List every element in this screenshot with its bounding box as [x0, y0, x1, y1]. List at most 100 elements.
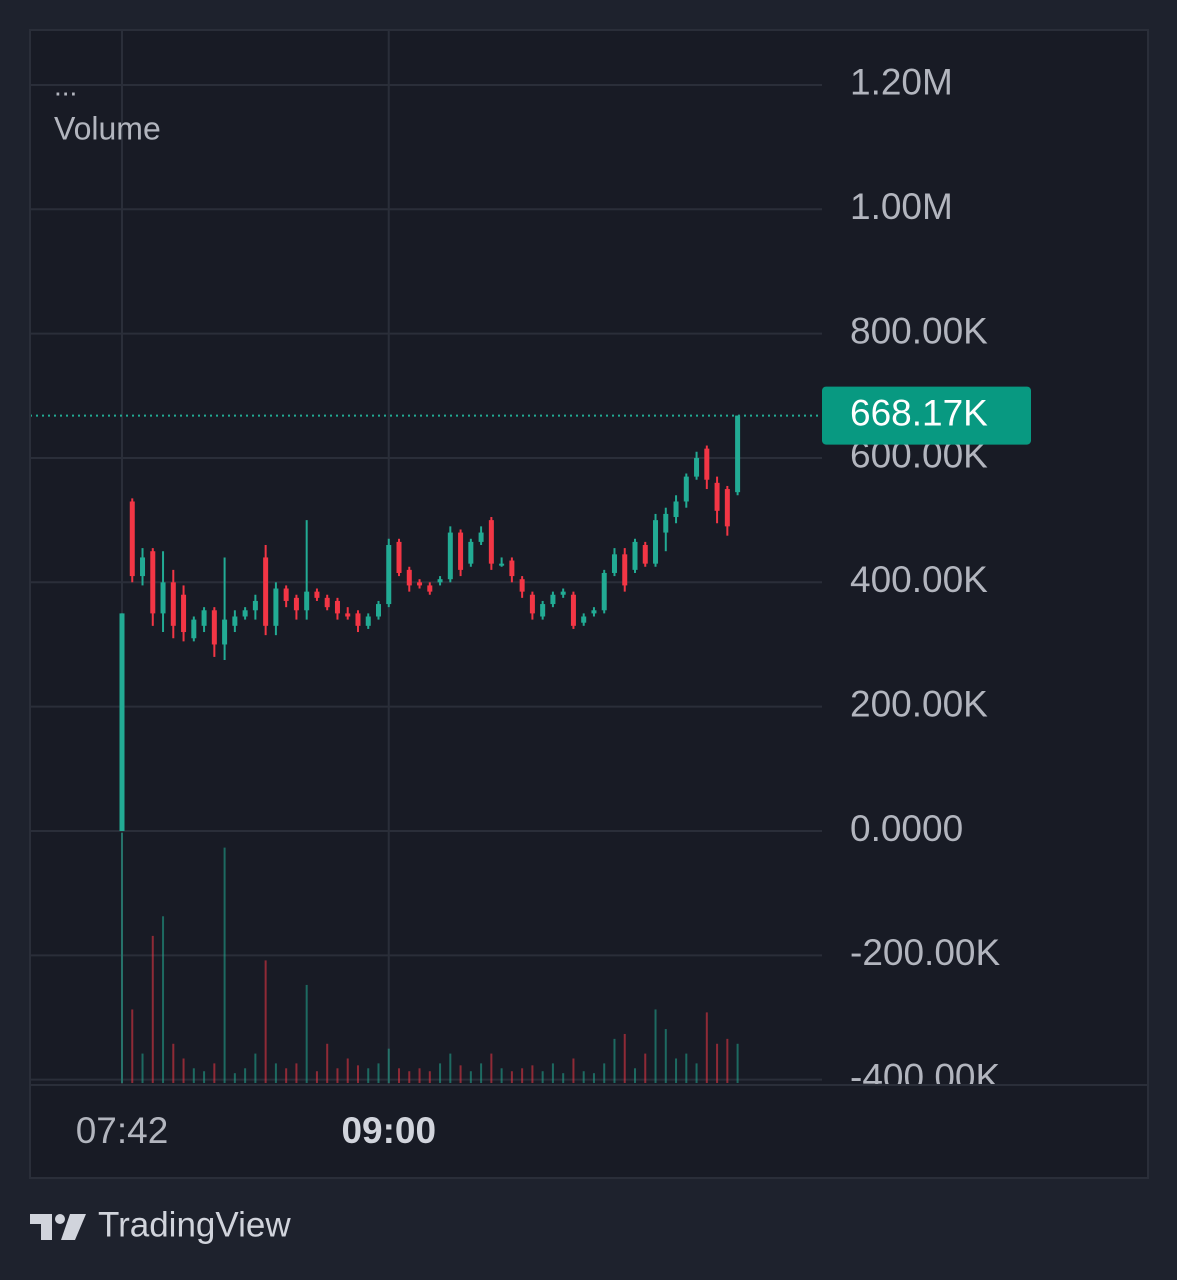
candle-body [427, 585, 433, 592]
volume-bar [408, 1071, 411, 1083]
candle-body [314, 591, 320, 598]
volume-bar [336, 1068, 339, 1083]
candle-body [201, 610, 207, 626]
plot-layer [31, 414, 822, 1083]
candle-body [735, 415, 741, 493]
volume-bar [172, 1043, 175, 1083]
candle-body [191, 619, 197, 639]
volume-bar [562, 1073, 565, 1083]
candle-body [458, 532, 464, 570]
volume-bar [654, 1009, 657, 1083]
candle-body [365, 616, 371, 626]
candle-body [417, 582, 423, 586]
candle-body [714, 482, 720, 511]
volume-bar [685, 1053, 688, 1083]
candle-body [396, 541, 402, 573]
volume-bar [162, 916, 165, 1083]
volume-bar [131, 1009, 134, 1083]
candle-body [406, 569, 412, 586]
tradingview-logo [30, 1214, 86, 1240]
volume-bar [716, 1043, 719, 1083]
candle-body [529, 594, 535, 614]
volume-bar [490, 1053, 493, 1083]
volume-bar [705, 1012, 708, 1083]
candle-body [704, 448, 710, 480]
candle-body [478, 532, 484, 542]
candle-body [601, 572, 607, 611]
candle-body [683, 476, 689, 502]
y-tick-label: 0.0000 [850, 808, 963, 849]
x-tick-label: 07:42 [76, 1110, 169, 1151]
candle-body [540, 604, 546, 617]
volume-bar [664, 1029, 667, 1083]
candle-body [345, 613, 351, 617]
candle-body [499, 563, 505, 566]
volume-bar [613, 1038, 616, 1083]
chart-pane [29, 29, 1149, 1179]
candle-body [694, 457, 700, 477]
volume-bar [398, 1068, 401, 1083]
time-axis: 07:42 09:00 [76, 1110, 436, 1151]
volume-bar [285, 1068, 288, 1083]
price-axis: 1.20M1.00M800.00K600.00K400.00K200.00K0.… [850, 62, 1000, 1097]
volume-bar [439, 1063, 442, 1083]
volume-bar [551, 1063, 554, 1083]
candle-body [160, 582, 166, 614]
volume-bar [428, 1071, 431, 1083]
candle-body [673, 501, 679, 518]
volume-bar [675, 1058, 678, 1083]
y-tick-label: -400.00K [850, 1056, 1000, 1097]
volume-bar [346, 1058, 349, 1083]
volume-bar [459, 1065, 462, 1083]
candle-body [632, 541, 638, 570]
candle-body [273, 588, 279, 626]
volume-bar [233, 1073, 236, 1083]
candle-body [129, 501, 135, 577]
candle-body [437, 579, 443, 583]
volume-bar [141, 1053, 144, 1083]
candle-body [642, 545, 648, 564]
y-tick-label: 200.00K [850, 683, 988, 724]
candle-body [293, 597, 299, 611]
candle-body [468, 541, 474, 564]
volume-bar [531, 1065, 534, 1083]
y-tick-label: -200.00K [850, 932, 1000, 973]
candle-body [591, 610, 597, 614]
candle-body [663, 513, 669, 533]
volume-bar [480, 1063, 483, 1083]
volume-bar [418, 1068, 421, 1083]
volume-bar [449, 1053, 452, 1083]
candle-body [170, 582, 176, 626]
volume-bar [603, 1063, 606, 1083]
volume-bar [572, 1058, 575, 1083]
volume-bar [582, 1071, 585, 1083]
candle-body [334, 600, 340, 614]
volume-bar [736, 1043, 739, 1083]
candle-body [222, 619, 228, 645]
candle-body [560, 591, 566, 595]
candle-body [119, 613, 125, 831]
volume-bar [151, 935, 154, 1083]
volume-bar [295, 1063, 298, 1083]
candle-body [447, 532, 453, 580]
candle-body [550, 594, 556, 605]
volume-bar [356, 1065, 359, 1083]
volume-bar [192, 1068, 195, 1083]
candle-body [263, 557, 269, 626]
candle-body [324, 597, 330, 608]
volume-bar [315, 1071, 318, 1083]
volume-bar [592, 1073, 595, 1083]
candle-body [232, 616, 238, 626]
candle-body [150, 551, 156, 614]
indicator-menu[interactable]: ... [54, 70, 77, 101]
candle-body [252, 600, 258, 611]
candle-body [611, 554, 617, 573]
candle-body [283, 588, 289, 601]
candle-body [140, 557, 146, 577]
volume-bar [377, 1063, 380, 1083]
candle-body [509, 560, 515, 577]
candle-body [570, 594, 576, 626]
candle-body [181, 594, 187, 633]
volume-bar [500, 1068, 503, 1083]
